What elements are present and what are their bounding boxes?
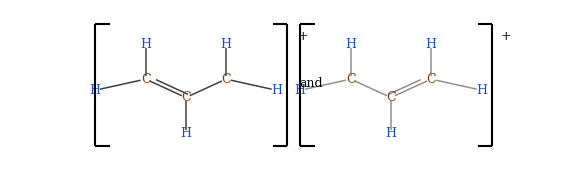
Text: C: C bbox=[141, 73, 151, 86]
Text: +: + bbox=[501, 30, 512, 43]
Text: H: H bbox=[426, 38, 437, 51]
Text: H: H bbox=[271, 84, 282, 97]
Text: and: and bbox=[300, 77, 323, 90]
Text: H: H bbox=[476, 84, 488, 97]
Text: C: C bbox=[221, 73, 231, 86]
Text: C: C bbox=[181, 91, 191, 104]
Text: H: H bbox=[221, 38, 231, 51]
Text: C: C bbox=[426, 73, 436, 86]
Text: H: H bbox=[295, 84, 305, 97]
Text: C: C bbox=[386, 91, 396, 104]
Text: H: H bbox=[89, 84, 100, 97]
Text: H: H bbox=[140, 38, 151, 51]
Text: H: H bbox=[346, 38, 356, 51]
Text: H: H bbox=[180, 127, 191, 140]
Text: H: H bbox=[386, 127, 397, 140]
Text: +: + bbox=[298, 30, 308, 43]
Text: C: C bbox=[346, 73, 356, 86]
